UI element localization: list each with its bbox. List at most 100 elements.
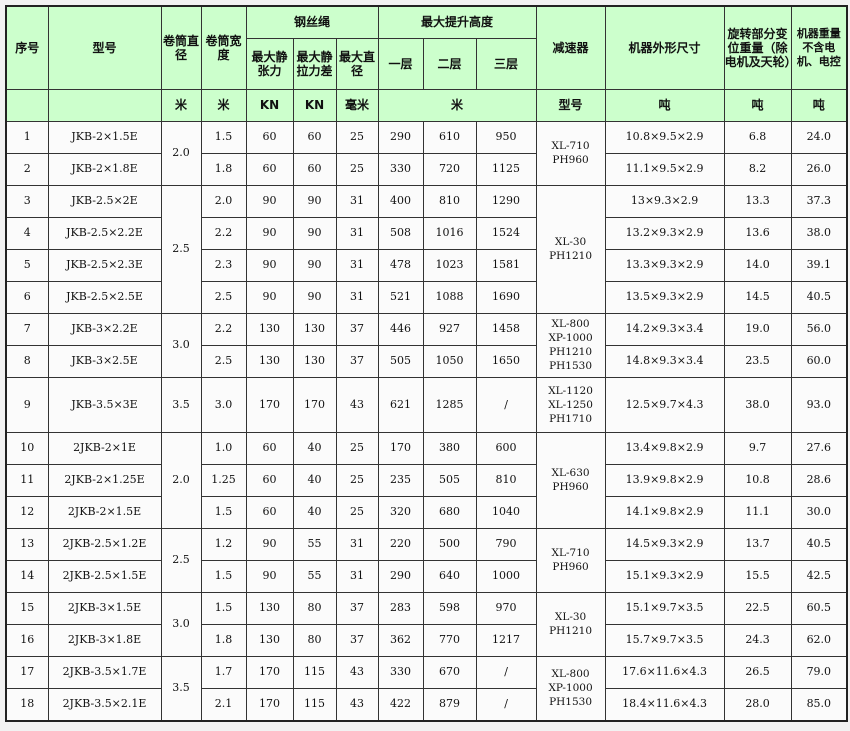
cell-max-static-tension: 130 (245, 344, 294, 378)
cell-model: JKB-2.5×2.3E (47, 248, 162, 282)
cell-seq: 13 (5, 527, 49, 561)
cell-reducer: XL-1120 XL-1250 PH1710 (535, 376, 606, 433)
reducer-model-line: XL-710 (551, 140, 590, 152)
cell-layer1: 362 (377, 623, 424, 657)
cell-model: JKB-2×1.5E (47, 120, 162, 154)
reducer-model-line: PH1210 (549, 625, 593, 637)
cell-dimensions: 13×9.3×2.9 (604, 184, 725, 218)
cell-rotating-weight: 9.7 (723, 431, 792, 465)
cell-dimensions: 13.2×9.3×2.9 (604, 216, 725, 250)
cell-layer3: 1650 (475, 344, 537, 378)
unit-diameter: 毫米 (335, 88, 379, 122)
cell-rotating-weight: 6.8 (723, 120, 792, 154)
cell-dimensions: 14.2×9.3×3.4 (604, 312, 725, 346)
cell-rotating-weight: 28.0 (723, 687, 792, 721)
cell-max-static-tension: 90 (245, 527, 294, 561)
cell-seq: 12 (5, 495, 49, 529)
cell-max-static-tension: 90 (245, 559, 294, 593)
header-drum-diameter: 卷筒直径 (160, 5, 202, 90)
cell-rotating-weight: 38.0 (723, 376, 792, 433)
cell-max-static-tension: 90 (245, 248, 294, 282)
spec-table-container: 序号 型号 卷筒直径 卷筒宽度 钢丝绳 最大提升高度 减速器 机器外形尺寸 旋转… (5, 5, 849, 722)
cell-layer1: 220 (377, 527, 424, 561)
cell-model: JKB-3×2.2E (47, 312, 162, 346)
cell-machine-weight: 79.0 (790, 655, 848, 689)
cell-layer1: 235 (377, 463, 424, 497)
cell-drum-width: 1.8 (200, 623, 247, 657)
reducer-model-line: XL-710 (551, 547, 590, 559)
cell-model: JKB-3×2.5E (47, 344, 162, 378)
cell-dimensions: 13.5×9.3×2.9 (604, 280, 725, 314)
cell-model: JKB-2.5×2.2E (47, 216, 162, 250)
cell-layer2: 680 (422, 495, 477, 529)
cell-seq: 7 (5, 312, 49, 346)
reducer-model-line: PH960 (552, 561, 589, 573)
cell-max-diameter: 31 (335, 280, 379, 314)
header-machine-weight: 机器重量不含电机、电控 (790, 5, 848, 90)
cell-max-tension-diff: 40 (292, 495, 337, 529)
cell-max-tension-diff: 130 (292, 312, 337, 346)
table-row: 1 JKB-2×1.5E 2.0 1.5 60 60 25 290 610 950 XL-710 PH… (5, 120, 848, 186)
cell-layer2: 380 (422, 431, 477, 465)
cell-drum-diameter: 3.5 (160, 376, 202, 433)
cell-dimensions: 13.4×9.8×2.9 (604, 431, 725, 465)
cell-rotating-weight: 8.2 (723, 152, 792, 186)
cell-layer3: 1290 (475, 184, 537, 218)
cell-seq: 3 (5, 184, 49, 218)
cell-layer3: 1000 (475, 559, 537, 593)
table-row: 14 2JKB-2.5×1.5E 1.5 90 55 31 290 640 1000 15.1×9… (5, 559, 848, 593)
cell-drum-width: 1.5 (200, 495, 247, 529)
cell-model: 2JKB-2×1E (47, 431, 162, 465)
cell-machine-weight: 42.5 (790, 559, 848, 593)
cell-drum-diameter: 3.0 (160, 312, 202, 378)
cell-drum-width: 2.5 (200, 280, 247, 314)
cell-drum-width: 2.0 (200, 184, 247, 218)
cell-dimensions: 13.9×9.8×2.9 (604, 463, 725, 497)
reducer-model-line: XL-30 (554, 236, 587, 248)
table-row: 11 2JKB-2×1.25E 1.25 60 40 25 235 505 810 13.9×9.… (5, 463, 848, 497)
cell-model: 2JKB-3.5×1.7E (47, 655, 162, 689)
cell-layer2: 879 (422, 687, 477, 721)
cell-rotating-weight: 15.5 (723, 559, 792, 593)
header-max-lift-height: 最大提升高度 (377, 5, 537, 39)
unit-drum-diameter: 米 (160, 88, 202, 122)
cell-drum-width: 2.2 (200, 312, 247, 346)
cell-layer3: 600 (475, 431, 537, 465)
cell-dimensions: 14.1×9.8×2.9 (604, 495, 725, 529)
unit-tension: KN (245, 88, 294, 122)
table-row: 18 2JKB-3.5×2.1E 2.1 170 115 43 422 879/ 18.4×11… (5, 687, 848, 721)
cell-layer2: 1088 (422, 280, 477, 314)
cell-dimensions: 18.4×11.6×4.3 (604, 687, 725, 721)
header-dimensions: 机器外形尺寸 (604, 5, 725, 90)
cell-layer1: 330 (377, 152, 424, 186)
header-wire-rope: 钢丝绳 (245, 5, 379, 39)
cell-model: 2JKB-3.5×2.1E (47, 687, 162, 721)
reducer-model-line: PH960 (552, 481, 589, 493)
cell-drum-width: 2.2 (200, 216, 247, 250)
cell-drum-width: 1.5 (200, 559, 247, 593)
cell-layer3: 1217 (475, 623, 537, 657)
table-row: 7 JKB-3×2.2E 3.0 2.2 130 130 37 446 927 1458 XL-80… (5, 312, 848, 378)
cell-seq: 1 (5, 120, 49, 154)
table-row: 17 2JKB-3.5×1.7E 3.5 1.7 170 115 43 330 670/XL-8… (5, 655, 848, 721)
cell-max-tension-diff: 80 (292, 623, 337, 657)
cell-rotating-weight: 19.0 (723, 312, 792, 346)
cell-layer2: 1023 (422, 248, 477, 282)
cell-max-static-tension: 90 (245, 280, 294, 314)
cell-machine-weight: 37.3 (790, 184, 848, 218)
cell-rotating-weight: 13.3 (723, 184, 792, 218)
cell-seq: 14 (5, 559, 49, 593)
cell-seq: 15 (5, 591, 49, 625)
cell-layer3: 790 (475, 527, 537, 561)
cell-layer3: / (475, 687, 537, 721)
cell-max-tension-diff: 60 (292, 120, 337, 154)
cell-layer2: 640 (422, 559, 477, 593)
cell-layer3: 1581 (475, 248, 537, 282)
cell-max-diameter: 31 (335, 248, 379, 282)
reducer-model-line: PH960 (552, 154, 589, 166)
cell-layer3: 1524 (475, 216, 537, 250)
cell-layer2: 598 (422, 591, 477, 625)
cell-layer3: 1040 (475, 495, 537, 529)
cell-max-diameter: 37 (335, 344, 379, 378)
cell-layer3: 1458 (475, 312, 537, 346)
